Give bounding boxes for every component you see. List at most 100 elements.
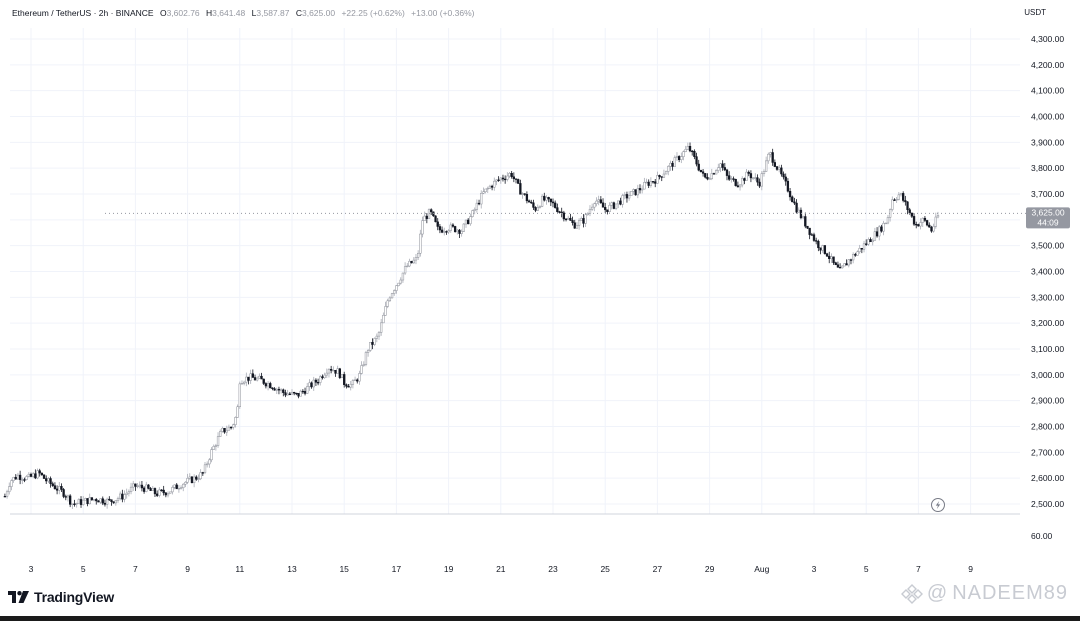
candle — [638, 184, 642, 194]
candle — [691, 150, 694, 156]
candle — [788, 187, 792, 201]
candle — [771, 148, 774, 166]
candle — [773, 159, 777, 168]
last-price-tag-bg — [1026, 207, 1070, 229]
candle — [301, 389, 305, 394]
candle — [369, 342, 372, 352]
candle — [260, 372, 263, 380]
candle — [336, 365, 339, 374]
candle — [325, 368, 328, 378]
lightning-icon[interactable] — [931, 498, 945, 512]
symbol-name[interactable]: Ethereum / TetherUS · 2h · BINANCE — [12, 8, 154, 18]
candle — [741, 176, 744, 188]
candle — [519, 179, 522, 195]
candle — [915, 221, 918, 229]
candle — [223, 427, 226, 434]
currency-label[interactable]: USDT — [1024, 8, 1046, 17]
price-tick-label: 4,300.00 — [1031, 34, 1064, 44]
time-tick-label: 7 — [916, 564, 921, 574]
candle — [142, 486, 146, 494]
candle — [440, 226, 444, 234]
candle — [34, 469, 37, 480]
price-tick-label: 3,000.00 — [1031, 370, 1064, 380]
candle — [210, 447, 213, 463]
candle — [473, 207, 476, 215]
bottom-bar — [0, 616, 1080, 621]
open-value: 3,602.76 — [166, 8, 200, 18]
price-tick-label: 3,200.00 — [1031, 318, 1064, 328]
candle — [10, 479, 13, 491]
candle — [719, 162, 722, 173]
time-tick-label: 17 — [392, 564, 402, 574]
candle — [512, 172, 516, 183]
candle — [380, 318, 383, 336]
candle — [75, 502, 78, 508]
candle — [712, 172, 716, 175]
candle — [614, 203, 618, 211]
candle — [536, 204, 539, 212]
candle — [549, 198, 552, 207]
open-label: O — [159, 8, 167, 18]
candle — [506, 172, 509, 182]
candle — [469, 213, 472, 226]
candle — [808, 227, 811, 240]
candle — [434, 215, 437, 223]
author-credit: @ NADEEM89 — [900, 582, 1068, 605]
candle — [545, 195, 548, 205]
high-value: 3,641.48 — [212, 8, 246, 18]
candle — [62, 487, 65, 499]
candle — [686, 142, 690, 150]
candle — [834, 261, 837, 266]
candle — [749, 170, 753, 183]
candle — [928, 222, 931, 228]
candle — [382, 312, 385, 324]
candle — [499, 177, 502, 184]
candle — [340, 374, 344, 378]
candle — [393, 289, 396, 296]
candle — [534, 206, 537, 213]
candle — [166, 491, 170, 498]
candle — [795, 199, 798, 214]
candle — [275, 387, 278, 395]
candle — [912, 213, 916, 226]
candle — [316, 378, 320, 386]
candle — [95, 497, 98, 505]
tradingview-logo[interactable]: TradingView — [8, 589, 114, 605]
candle — [175, 483, 178, 490]
candle — [447, 229, 450, 234]
candle — [186, 473, 189, 484]
change-value: +22.25 (+0.62%) — [341, 8, 405, 18]
candle — [893, 198, 896, 201]
candle — [619, 197, 622, 206]
candle — [23, 477, 26, 483]
candle — [414, 253, 418, 265]
candle — [147, 484, 150, 490]
candle — [190, 475, 194, 484]
candle — [867, 237, 870, 246]
candle — [882, 220, 885, 236]
candle — [92, 499, 96, 502]
candle — [338, 367, 342, 380]
candle — [169, 491, 172, 494]
candle — [277, 386, 281, 395]
candle — [299, 389, 302, 397]
candle — [923, 216, 927, 223]
price-tick-label: 3,900.00 — [1031, 137, 1064, 147]
candle — [675, 152, 679, 162]
candle — [873, 227, 877, 241]
candle — [384, 301, 387, 316]
price-tick-label: 4,200.00 — [1031, 60, 1064, 70]
candle — [445, 230, 448, 235]
time-tick-label: 29 — [705, 564, 715, 574]
candle — [51, 481, 54, 487]
candle — [782, 171, 785, 180]
candle — [99, 498, 102, 504]
candle — [345, 383, 348, 389]
candle — [684, 145, 687, 153]
candle — [236, 404, 239, 418]
time-axis: 3 5 7 9 11 13 15 17 19 21 23 25 27 29 Aug 3 5 7 9 — [29, 564, 974, 574]
candle — [738, 184, 742, 191]
candle — [688, 142, 692, 153]
candle — [708, 177, 711, 180]
